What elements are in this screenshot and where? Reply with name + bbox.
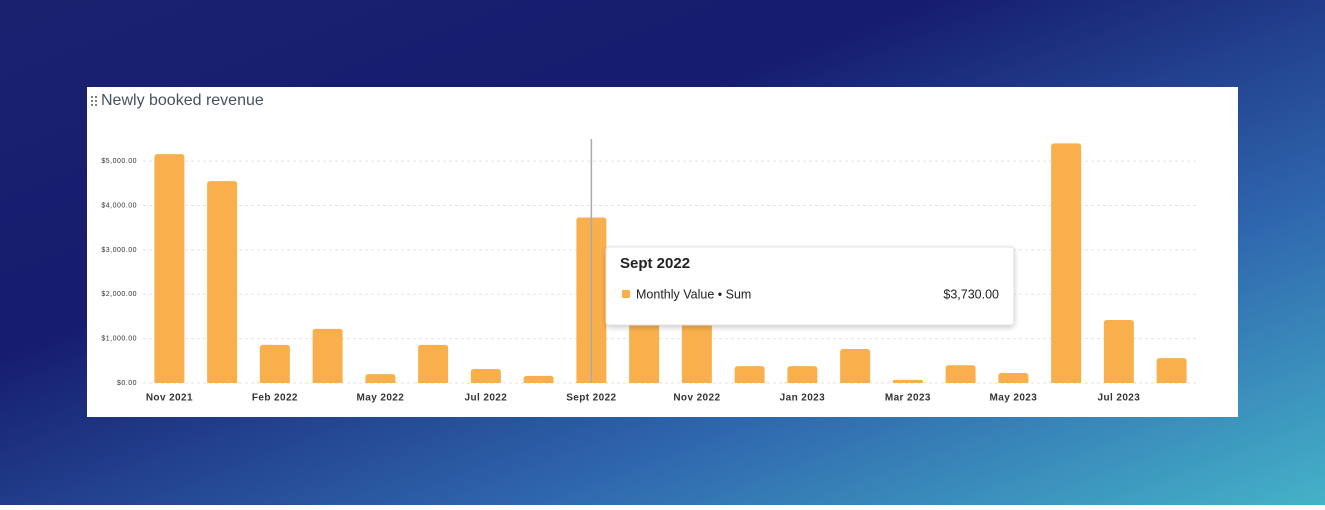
y-tick-label: $4,000.00: [101, 202, 137, 209]
y-tick-label: $5,000.00: [101, 158, 137, 165]
tooltip-title: Sept 2022: [620, 255, 690, 272]
bar[interactable]: [365, 374, 396, 383]
drag-handle[interactable]: [91, 96, 97, 106]
y-tick-label: $0.00: [117, 380, 137, 387]
bar[interactable]: [840, 349, 871, 383]
bar[interactable]: [681, 307, 712, 383]
x-tick-label: Nov 2021: [146, 393, 193, 404]
tooltip-swatch: [622, 290, 630, 298]
tooltip: [605, 246, 1015, 326]
bar[interactable]: [312, 328, 343, 383]
x-tick-label: Jul 2022: [465, 393, 508, 404]
bar[interactable]: [1156, 358, 1187, 383]
bar[interactable]: [787, 366, 818, 383]
x-tick-label: Sept 2022: [566, 393, 616, 404]
bar[interactable]: [1051, 143, 1082, 383]
card-title: Newly booked revenue: [101, 92, 264, 109]
tooltip-value: $3,730.00: [943, 287, 999, 301]
x-tick-label: Jul 2023: [1098, 393, 1141, 404]
bar[interactable]: [734, 366, 765, 383]
bar[interactable]: [892, 379, 923, 383]
y-tick-label: $2,000.00: [101, 291, 137, 298]
bar[interactable]: [207, 181, 238, 383]
x-tick-label: Nov 2022: [673, 393, 720, 404]
bar[interactable]: [998, 373, 1029, 383]
x-tick-label: Mar 2023: [885, 393, 931, 404]
y-tick-label: $3,000.00: [101, 247, 137, 254]
bar[interactable]: [154, 154, 185, 383]
bar[interactable]: [523, 375, 554, 383]
bar[interactable]: [418, 344, 449, 383]
bar[interactable]: [945, 365, 976, 383]
bar[interactable]: [259, 344, 290, 383]
x-tick-label: May 2022: [357, 393, 405, 404]
tooltip-series: Monthly Value • Sum: [636, 287, 751, 301]
x-tick-label: May 2023: [990, 393, 1038, 404]
x-tick-label: Feb 2022: [252, 393, 298, 404]
bar[interactable]: [1103, 320, 1134, 383]
bar[interactable]: [470, 369, 501, 383]
x-tick-label: Jan 2023: [780, 393, 825, 404]
y-tick-label: $1,000.00: [101, 335, 137, 342]
